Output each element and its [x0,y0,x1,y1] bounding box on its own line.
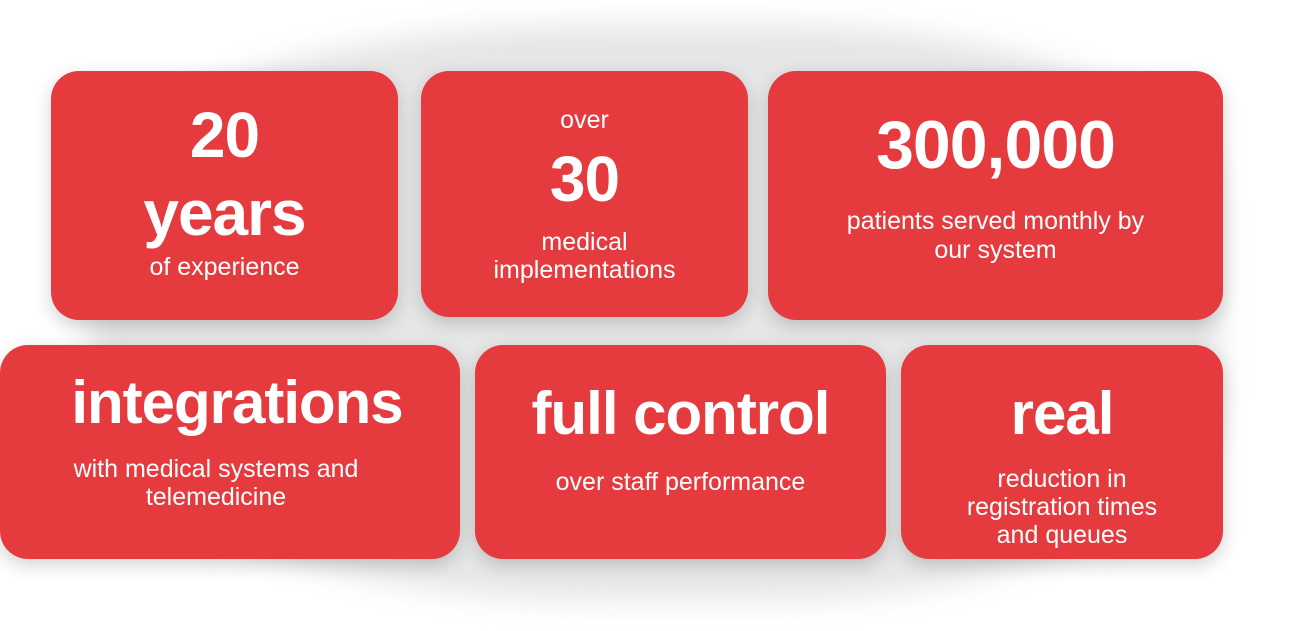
stat-card-control: full control over staff performance [475,345,886,559]
stat-caption-line: reduction in [997,465,1127,493]
stat-caption-line: implementations [493,256,676,284]
stat-caption-line: telemedicine [145,483,287,511]
stat-card-reduction: real reduction in registration times and… [901,345,1223,559]
stat-title: integrations [71,369,403,436]
stat-caption: over staff performance [555,468,806,496]
stat-caption: of experience [149,253,300,281]
stat-caption-line: patients served monthly by [846,207,1145,235]
stat-number: 20 [189,99,260,171]
stat-unit: years [143,177,306,249]
stat-caption-line: registration times [966,493,1158,521]
stat-prefix: over [560,106,609,134]
stat-card-integrations: integrations with medical systems and te… [0,345,460,559]
stat-caption-line: medical [541,228,628,256]
stat-caption-line: with medical systems and [73,455,359,483]
stat-title: real [1010,380,1115,447]
stat-title: full control [531,380,831,447]
stat-number: 30 [549,143,620,215]
stat-number: 300,000 [876,107,1116,183]
stat-card-experience: 20 years of experience [51,71,398,320]
stat-card-implementations: over 30 medical implementations [421,71,748,317]
stat-caption-line: our system [934,236,1057,264]
stat-card-patients: 300,000 patients served monthly by our s… [768,71,1223,320]
stat-caption-line: and queues [996,521,1128,549]
